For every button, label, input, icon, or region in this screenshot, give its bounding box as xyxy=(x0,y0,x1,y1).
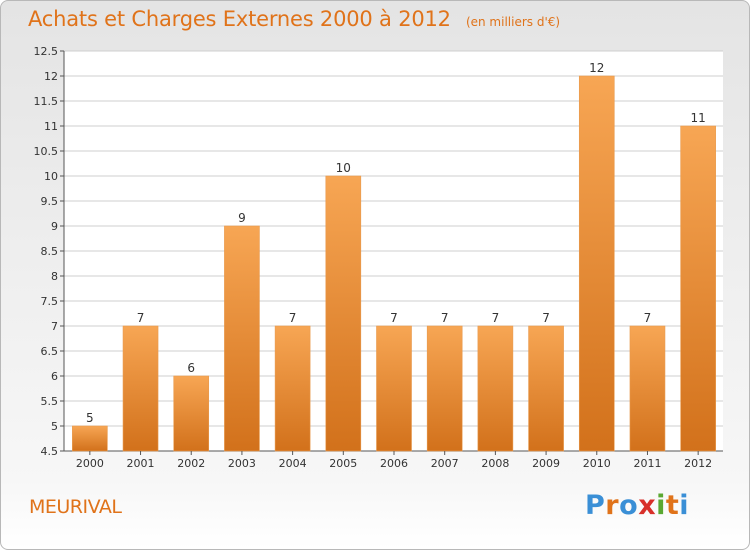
y-tick-label: 4.5 xyxy=(41,445,59,458)
bar xyxy=(477,325,514,452)
x-tick-label: 2008 xyxy=(481,457,509,470)
bar xyxy=(274,325,311,452)
bar xyxy=(173,375,210,452)
logo-letter: t xyxy=(665,490,680,521)
x-tick-label: 2003 xyxy=(228,457,256,470)
bar xyxy=(122,325,159,452)
bar xyxy=(680,125,716,452)
bar xyxy=(72,425,108,452)
unit-label: (en milliers d'€) xyxy=(465,15,561,29)
bar-value-label: 9 xyxy=(238,211,246,225)
y-tick-label: 5 xyxy=(51,420,58,433)
y-tick-label: 5.5 xyxy=(41,395,59,408)
bar-value-label: 7 xyxy=(390,311,398,325)
commune-name: MEURIVAL xyxy=(29,496,122,518)
x-tick-label: 2004 xyxy=(279,457,307,470)
bar-value-label: 5 xyxy=(86,411,94,425)
y-tick-label: 8.5 xyxy=(41,245,59,258)
y-tick-label: 12 xyxy=(44,70,58,83)
chart-title: Achats et Charges Externes 2000 à 2012 xyxy=(28,7,451,31)
y-tick-label: 6 xyxy=(51,370,58,383)
x-tick-label: 2010 xyxy=(583,457,611,470)
x-tick-label: 2009 xyxy=(532,457,560,470)
bar xyxy=(629,325,666,452)
logo-letter: r xyxy=(605,490,620,521)
proxiti-logo: Proxiti xyxy=(585,490,689,521)
bar-value-label: 7 xyxy=(289,311,297,325)
y-tick-label: 12.5 xyxy=(34,45,59,58)
x-tick-label: 2011 xyxy=(633,457,661,470)
bar-value-label: 7 xyxy=(492,311,500,325)
bar-value-label: 7 xyxy=(137,311,145,325)
y-tick-label: 10 xyxy=(44,170,58,183)
bar-value-label: 6 xyxy=(187,361,195,375)
chart-title-block: Achats et Charges Externes 2000 à 2012 (… xyxy=(28,7,560,31)
bar xyxy=(376,325,412,452)
bar xyxy=(325,175,362,452)
x-tick-label: 2006 xyxy=(380,457,408,470)
bar xyxy=(578,75,615,452)
bar xyxy=(224,225,260,452)
logo-letter: P xyxy=(585,490,606,521)
y-tick-label: 10.5 xyxy=(34,145,59,158)
x-tick-label: 2000 xyxy=(76,457,104,470)
bar-value-label: 11 xyxy=(691,111,706,125)
y-tick-label: 7.5 xyxy=(41,295,59,308)
bar-value-label: 7 xyxy=(441,311,449,325)
y-tick-label: 11 xyxy=(44,120,58,133)
bar-value-label: 12 xyxy=(589,61,604,75)
logo-letter: i xyxy=(656,490,666,521)
y-tick-label: 7 xyxy=(51,320,58,333)
y-tick-label: 11.5 xyxy=(34,95,59,108)
bar-value-label: 7 xyxy=(644,311,652,325)
y-tick-label: 9 xyxy=(51,220,58,233)
y-tick-label: 8 xyxy=(51,270,58,283)
x-tick-label: 2001 xyxy=(127,457,155,470)
bar xyxy=(426,325,463,452)
logo-letter: i xyxy=(679,490,690,521)
logo-letter: o xyxy=(619,490,639,521)
x-tick-label: 2002 xyxy=(177,457,205,470)
y-tick-label: 6.5 xyxy=(41,345,59,358)
bar-value-label: 10 xyxy=(336,161,351,175)
logo-letter: x xyxy=(638,490,657,521)
y-tick-label: 9.5 xyxy=(41,195,59,208)
x-tick-label: 2012 xyxy=(684,457,712,470)
x-tick-label: 2007 xyxy=(431,457,459,470)
bar xyxy=(528,325,564,452)
bar-value-label: 7 xyxy=(542,311,550,325)
x-tick-label: 2005 xyxy=(329,457,357,470)
